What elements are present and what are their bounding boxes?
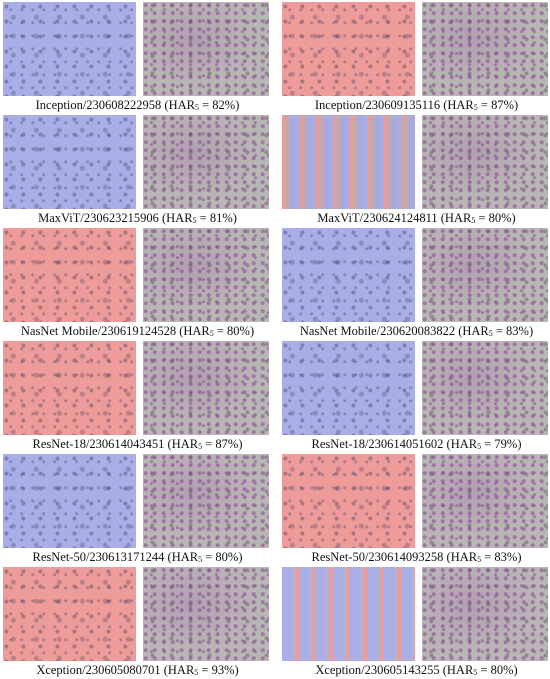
- caption-label: Xception/230605080701 (HAR: [36, 663, 195, 677]
- heatmap-image: [3, 228, 136, 322]
- panel: MaxViT/230624124811 (HAR5 = 80%): [279, 113, 550, 226]
- panel: NasNet Mobile/230620083822 (HAR5 = 83%): [279, 226, 550, 339]
- caption-subscript: 5: [194, 103, 199, 112]
- microscope-image: [422, 454, 548, 548]
- heatmap-image: [3, 2, 136, 96]
- panel: MaxViT/230623215906 (HAR5 = 81%): [0, 113, 275, 226]
- heatmap-image: [282, 115, 415, 209]
- heatmap-image: [3, 454, 136, 548]
- caption-label: Inception/230608222958 (HAR: [35, 98, 195, 112]
- microscope-image: [422, 341, 548, 435]
- microscope-image: [143, 567, 269, 661]
- panel: ResNet-50/230613171244 (HAR5 = 80%): [0, 452, 275, 565]
- caption: ResNet-50/230614093258 (HAR5 = 83%): [279, 550, 550, 565]
- microscope-image: [422, 115, 548, 209]
- caption-result: = 80%): [475, 211, 516, 225]
- microscope-image: [143, 341, 269, 435]
- microscope-image: [143, 2, 269, 96]
- caption-label: MaxViT/230623215906 (HAR: [38, 211, 193, 225]
- caption-result: = 93%): [198, 663, 239, 677]
- caption: Inception/230609135116 (HAR5 = 87%): [279, 98, 550, 113]
- heatmap-image: [282, 454, 415, 548]
- heatmap-image: [3, 115, 136, 209]
- heatmap-image: [282, 341, 415, 435]
- caption-result: = 83%): [481, 550, 522, 564]
- caption-result: = 83%): [492, 324, 534, 338]
- caption: NasNet Mobile/230619124528 (HAR5 = 80%): [0, 324, 275, 339]
- caption-result: = 80%): [202, 550, 243, 564]
- panel: ResNet-50/230614093258 (HAR5 = 83%): [279, 452, 550, 565]
- microscope-image: [143, 454, 269, 548]
- caption-subscript: 5: [477, 442, 482, 451]
- caption: Inception/230608222958 (HAR5 = 82%): [0, 98, 275, 113]
- panel: ResNet-18/230614051602 (HAR5 = 79%): [279, 339, 550, 452]
- caption-result: = 87%): [202, 437, 243, 451]
- microscope-image: [143, 228, 269, 322]
- panel: Inception/230609135116 (HAR5 = 87%): [279, 0, 550, 113]
- heatmap-image: [3, 341, 136, 435]
- panel: ResNet-18/230614043451 (HAR5 = 87%): [0, 339, 275, 452]
- caption-label: ResNet-18/230614043451 (HAR: [32, 437, 199, 451]
- caption-result: = 81%): [196, 211, 237, 225]
- heatmap-image: [282, 567, 415, 661]
- caption-subscript: 5: [473, 668, 478, 677]
- caption-subscript: 5: [471, 216, 476, 225]
- caption: MaxViT/230624124811 (HAR5 = 80%): [279, 211, 550, 226]
- microscope-image: [422, 228, 548, 322]
- heatmap-image: [282, 2, 415, 96]
- caption-result: = 87%): [477, 98, 519, 112]
- caption-result: = 82%): [198, 98, 240, 112]
- caption-label: ResNet-50/230614093258 (HAR: [311, 550, 478, 564]
- caption: NasNet Mobile/230620083822 (HAR5 = 83%): [279, 324, 550, 339]
- caption-label: NasNet Mobile/230619124528 (HAR: [20, 324, 210, 338]
- panel: Inception/230608222958 (HAR5 = 82%): [0, 0, 275, 113]
- caption: Xception/230605080701 (HAR5 = 93%): [0, 663, 275, 678]
- caption-label: Xception/230605143255 (HAR: [315, 663, 474, 677]
- caption: ResNet-50/230613171244 (HAR5 = 80%): [0, 550, 275, 565]
- caption-result: = 79%): [481, 437, 522, 451]
- panel: Xception/230605143255 (HAR5 = 80%): [279, 565, 550, 678]
- caption-label: ResNet-18/230614051602 (HAR: [311, 437, 478, 451]
- caption-label: NasNet Mobile/230620083822 (HAR: [299, 324, 489, 338]
- caption: ResNet-18/230614043451 (HAR5 = 87%): [0, 437, 275, 452]
- caption-result: = 80%): [213, 324, 255, 338]
- caption-subscript: 5: [209, 329, 214, 338]
- caption-label: Inception/230609135116 (HAR: [314, 98, 474, 112]
- caption-label: ResNet-50/230613171244 (HAR: [32, 550, 199, 564]
- caption-subscript: 5: [194, 668, 199, 677]
- caption-result: = 80%): [477, 663, 518, 677]
- caption-subscript: 5: [473, 103, 478, 112]
- heatmap-image: [3, 567, 136, 661]
- microscope-image: [422, 2, 548, 96]
- caption: ResNet-18/230614051602 (HAR5 = 79%): [279, 437, 550, 452]
- caption-subscript: 5: [192, 216, 197, 225]
- caption: MaxViT/230623215906 (HAR5 = 81%): [0, 211, 275, 226]
- caption-subscript: 5: [477, 555, 482, 564]
- caption-subscript: 5: [198, 555, 203, 564]
- caption-subscript: 5: [198, 442, 203, 451]
- panel: NasNet Mobile/230619124528 (HAR5 = 80%): [0, 226, 275, 339]
- panel: Xception/230605080701 (HAR5 = 93%): [0, 565, 275, 678]
- caption-subscript: 5: [488, 329, 493, 338]
- heatmap-image: [282, 228, 415, 322]
- microscope-image: [422, 567, 548, 661]
- microscope-image: [143, 115, 269, 209]
- caption-label: MaxViT/230624124811 (HAR: [317, 211, 472, 225]
- caption: Xception/230605143255 (HAR5 = 80%): [279, 663, 550, 678]
